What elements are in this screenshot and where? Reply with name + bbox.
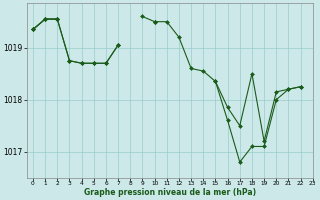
X-axis label: Graphe pression niveau de la mer (hPa): Graphe pression niveau de la mer (hPa) [84, 188, 256, 197]
